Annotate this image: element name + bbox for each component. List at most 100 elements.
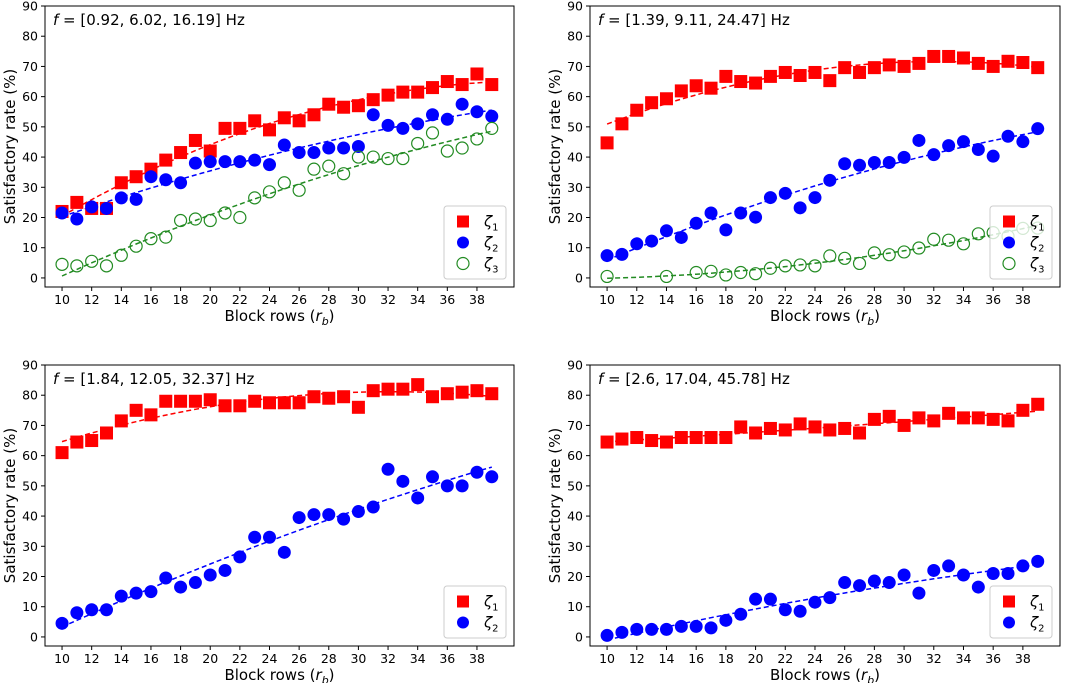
y-tick-label: 70 (567, 59, 583, 74)
data-point-circle (174, 580, 188, 594)
data-point-square (396, 382, 410, 396)
x-tick-label: 10 (599, 651, 615, 666)
data-point-open-circle (882, 248, 896, 262)
data-point-circle (630, 237, 644, 251)
data-point-square (927, 414, 941, 428)
data-point-circle (704, 621, 718, 635)
data-point-circle (218, 563, 232, 577)
data-point-square (218, 399, 232, 413)
data-point-circle (85, 200, 99, 214)
data-point-circle (674, 230, 688, 244)
x-label-close: ) (329, 666, 335, 683)
data-point-square (778, 65, 792, 79)
data-point-square (853, 65, 867, 79)
data-point-circle (986, 149, 1000, 163)
x-tick-label: 28 (321, 651, 337, 666)
fit-line-3 (607, 224, 1038, 279)
y-tick-label: 90 (567, 0, 583, 14)
x-tick-label: 34 (410, 292, 426, 307)
y-tick-label: 50 (22, 119, 38, 134)
data-point-circle (734, 607, 748, 621)
y-tick-label: 70 (567, 418, 583, 433)
data-point-square (129, 403, 143, 417)
data-point-circle (719, 613, 733, 627)
data-point-open-circle (942, 233, 956, 247)
y-tick-label: 20 (567, 569, 583, 584)
data-point-circle (645, 622, 659, 636)
data-point-square (218, 121, 232, 135)
y-tick-label: 30 (22, 180, 38, 195)
data-point-open-circle (292, 183, 306, 197)
x-tick-label: 22 (777, 651, 793, 666)
y-tick-label: 90 (22, 0, 38, 14)
data-point-circle (823, 173, 837, 187)
y-tick-label: 60 (567, 89, 583, 104)
data-point-circle (218, 155, 232, 169)
data-point-open-circle (838, 251, 852, 265)
x-tick-label: 20 (748, 292, 764, 307)
data-point-open-circle (823, 249, 837, 263)
title-values: = [1.39, 9.11, 24.47] Hz (603, 11, 790, 29)
data-point-square (956, 51, 970, 65)
data-point-square (956, 411, 970, 425)
x-tick-label: 22 (777, 292, 793, 307)
x-label-close: ) (874, 307, 880, 325)
x-label-text: Block rows ( (770, 307, 861, 325)
plot-area (600, 397, 1045, 642)
data-point-circle (248, 530, 262, 544)
data-point-circle (292, 511, 306, 525)
data-point-square (734, 75, 748, 89)
data-point-circle (322, 508, 336, 522)
data-point-open-circle (277, 176, 291, 190)
data-point-square (986, 59, 1000, 73)
y-tick-label: 60 (22, 89, 38, 104)
data-point-square (674, 84, 688, 98)
x-tick-label: 10 (599, 292, 615, 307)
data-point-open-circle (808, 259, 822, 273)
data-point-circle (600, 249, 614, 263)
data-point-open-circle (763, 261, 778, 275)
data-point-square (867, 61, 881, 75)
plot-area (55, 67, 499, 277)
data-point-circle (1016, 559, 1030, 573)
data-point-square (485, 387, 499, 401)
data-point-circle (808, 191, 822, 205)
data-point-square (322, 391, 336, 405)
data-point-circle (942, 559, 956, 573)
x-tick-label: 22 (232, 292, 248, 307)
data-point-square (248, 114, 262, 128)
x-tick-label: 20 (202, 292, 218, 307)
data-point-square (1001, 54, 1015, 68)
data-point-square (1031, 61, 1045, 75)
legend-symbol: ζ (1029, 614, 1039, 632)
data-point-circle (838, 157, 852, 171)
data-point-circle (455, 97, 469, 111)
data-point-square (381, 88, 395, 102)
legend-symbol: ζ (1029, 234, 1039, 252)
x-tick-label: 30 (350, 292, 366, 307)
data-point-circle (381, 462, 395, 476)
data-point-circle (188, 156, 202, 170)
data-point-circle (897, 150, 911, 164)
x-tick-label: 26 (837, 651, 853, 666)
y-tick-label: 40 (567, 150, 583, 165)
plot-area (600, 49, 1045, 284)
axes-frame (589, 5, 1061, 288)
x-tick-label: 18 (173, 651, 189, 666)
data-point-square (808, 420, 822, 434)
title-symbol: f (53, 11, 61, 29)
data-point-circle (615, 625, 629, 639)
data-point-square (912, 411, 926, 425)
data-point-circle (307, 508, 321, 522)
data-point-circle (381, 118, 395, 132)
data-point-circle (778, 603, 792, 617)
data-point-open-circle (927, 232, 941, 246)
data-point-square (70, 195, 84, 209)
data-point-circle (366, 500, 380, 514)
x-label-close: ) (874, 666, 880, 683)
data-point-square (823, 74, 837, 88)
data-point-square (440, 387, 454, 401)
x-tick-label: 30 (350, 651, 366, 666)
data-point-circle (262, 530, 276, 544)
